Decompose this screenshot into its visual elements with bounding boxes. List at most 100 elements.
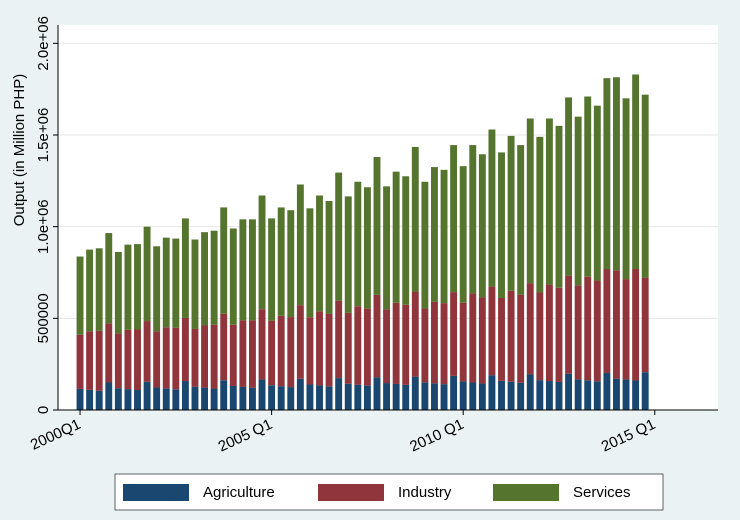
- bar-segment: [172, 327, 180, 390]
- bar-segment: [574, 116, 582, 286]
- bar-segment: [459, 166, 467, 303]
- bar-segment: [603, 78, 611, 270]
- bar-segment: [498, 152, 505, 298]
- bar-segment: [498, 297, 505, 381]
- bar-segment: [335, 300, 343, 379]
- bar-segment: [134, 244, 141, 330]
- y-tick-label: 0: [35, 406, 52, 414]
- bar-segment: [287, 387, 295, 410]
- bar-segment: [488, 286, 496, 376]
- bar-segment: [354, 384, 362, 410]
- y-tick-label: 500000: [35, 293, 52, 343]
- bar-segment: [220, 207, 228, 314]
- bar-segment: [114, 251, 122, 334]
- x-tick-label: 2005 Q1: [216, 416, 275, 456]
- bar-segment: [210, 388, 218, 410]
- bar-segment: [450, 145, 458, 293]
- bar-segment: [162, 327, 170, 389]
- bar-segment: [306, 317, 314, 385]
- bar-segment: [105, 233, 113, 324]
- bar-segment: [316, 385, 323, 410]
- bar-segment: [229, 228, 237, 325]
- bar-segment: [622, 379, 630, 410]
- bar-segment: [574, 285, 582, 380]
- bar-segment: [459, 302, 467, 382]
- bar-segment: [249, 219, 256, 321]
- bar-segment: [220, 380, 228, 410]
- bar-segment: [488, 129, 496, 287]
- bar-segment: [545, 284, 553, 382]
- bar-segment: [431, 167, 438, 302]
- y-tick-label: 1.5e+06: [35, 108, 52, 163]
- bar-segment: [354, 181, 362, 307]
- legend-label: Industry: [398, 484, 452, 501]
- legend-label: Services: [573, 484, 631, 501]
- bar-segment: [459, 381, 467, 410]
- bar-segment: [134, 329, 141, 391]
- bar-segment: [239, 386, 247, 410]
- bar-segment: [363, 308, 371, 386]
- bar-segment: [249, 320, 256, 388]
- bar-segment: [143, 321, 151, 382]
- legend-label: Agriculture: [203, 484, 275, 501]
- bar-segment: [268, 218, 276, 321]
- bar-segment: [469, 382, 477, 410]
- bar-segment: [632, 74, 640, 270]
- bar-segment: [411, 146, 419, 292]
- bar-segment: [440, 384, 448, 410]
- bar-segment: [277, 386, 285, 410]
- legend-swatch: [123, 484, 189, 501]
- bar-segment: [162, 237, 170, 328]
- bar-segment: [526, 283, 534, 375]
- bar-segment: [421, 308, 429, 383]
- bar-segment: [517, 382, 525, 410]
- bar-segment: [392, 171, 400, 303]
- bar-segment: [325, 201, 333, 314]
- bar-segment: [277, 207, 285, 316]
- bar-segment: [632, 269, 640, 381]
- bar-segment: [431, 383, 438, 410]
- bar-segment: [191, 239, 199, 329]
- bar-segment: [201, 232, 209, 326]
- bar-segment: [603, 269, 611, 373]
- bar-segment: [373, 294, 381, 378]
- bar-segment: [584, 276, 592, 381]
- bar-segment: [153, 246, 161, 332]
- bar-segment: [536, 292, 544, 381]
- bar-segment: [641, 372, 649, 410]
- bar-segment: [641, 94, 649, 278]
- bar-segment: [325, 313, 333, 387]
- bar-segment: [469, 145, 477, 294]
- bar-segment: [143, 381, 151, 410]
- bar-segment: [363, 187, 371, 309]
- x-tick-label: 2010 Q1: [407, 416, 466, 456]
- bar-segment: [363, 385, 371, 410]
- bar-segment: [507, 381, 515, 410]
- bar-segment: [421, 382, 429, 410]
- bar-segment: [296, 184, 304, 306]
- bar-segment: [478, 383, 486, 410]
- bar-segment: [498, 380, 505, 410]
- bar-segment: [383, 309, 391, 384]
- bar-segment: [105, 323, 113, 383]
- bar-segment: [402, 304, 410, 385]
- bar-segment: [450, 375, 458, 410]
- bar-segment: [421, 181, 429, 309]
- bar-segment: [114, 388, 122, 410]
- bar-segment: [584, 96, 592, 277]
- y-axis-label: Output (in Million PHP): [11, 74, 28, 227]
- bar-segment: [153, 331, 161, 388]
- bar-segment: [593, 381, 601, 410]
- bar-segment: [344, 196, 352, 313]
- bar-segment: [172, 389, 180, 410]
- bar-segment: [469, 293, 477, 383]
- bar-segment: [536, 380, 544, 410]
- bar-segment: [134, 390, 141, 410]
- bar-segment: [507, 135, 515, 291]
- bar-segment: [603, 372, 611, 410]
- bar-segment: [210, 230, 218, 325]
- bar-segment: [114, 333, 122, 389]
- bar-segment: [622, 279, 630, 380]
- bar-segment: [181, 381, 189, 410]
- bar-segment: [229, 385, 237, 410]
